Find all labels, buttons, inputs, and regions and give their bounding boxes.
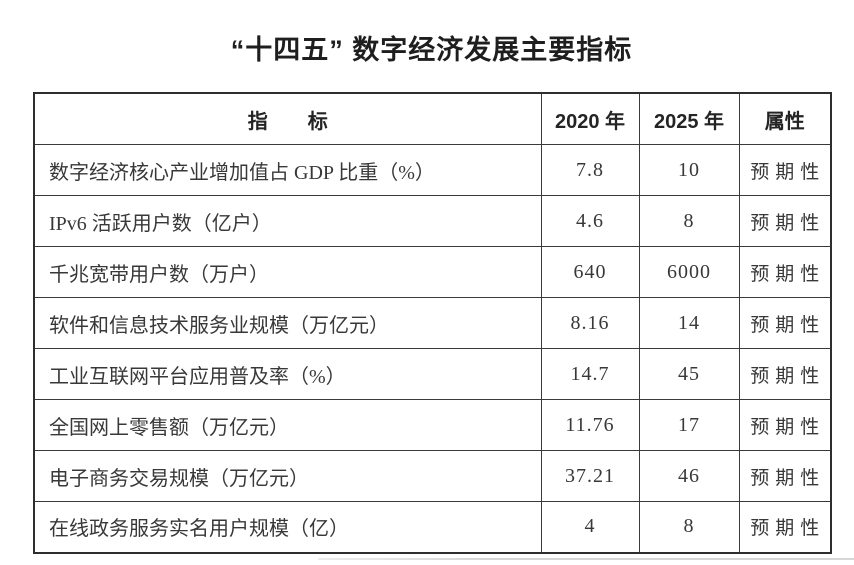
attribute-cell: 预期性 <box>738 450 832 502</box>
table-row: 千兆宽带用户数（万户） 640 6000 预期性 <box>33 246 832 298</box>
value-2020-cell: 14.7 <box>540 348 640 400</box>
value-2025-cell: 8 <box>638 501 740 553</box>
indicator-cell: 全国网上零售额（万亿元） <box>33 399 542 451</box>
indicator-cell: IPv6 活跃用户数（亿户） <box>33 195 542 247</box>
attribute-cell: 预期性 <box>738 297 832 349</box>
value-2025-cell: 8 <box>638 195 740 247</box>
value-2025-cell: 45 <box>638 348 740 400</box>
header-2020: 2020 年 <box>540 92 640 145</box>
scan-artifact-line <box>318 558 854 560</box>
header-2025: 2025 年 <box>638 92 740 145</box>
value-2020-cell: 4 <box>540 501 640 553</box>
header-attribute: 属性 <box>738 92 832 145</box>
value-2020-cell: 4.6 <box>540 195 640 247</box>
table-row: 软件和信息技术服务业规模（万亿元） 8.16 14 预期性 <box>33 297 832 349</box>
table-row: IPv6 活跃用户数（亿户） 4.6 8 预期性 <box>33 195 832 247</box>
indicator-cell: 电子商务交易规模（万亿元） <box>33 450 542 502</box>
indicators-table: 指 标 2020 年 2025 年 属性 数字经济核心产业增加值占 GDP 比重… <box>33 92 832 554</box>
value-2020-cell: 7.8 <box>540 144 640 196</box>
attribute-cell: 预期性 <box>738 501 832 553</box>
table-row: 数字经济核心产业增加值占 GDP 比重（%） 7.8 10 预期性 <box>33 144 832 196</box>
attribute-cell: 预期性 <box>738 399 832 451</box>
table-row: 在线政务服务实名用户规模（亿） 4 8 预期性 <box>33 501 832 553</box>
attribute-cell: 预期性 <box>738 144 832 196</box>
attribute-cell: 预期性 <box>738 348 832 400</box>
indicator-cell: 工业互联网平台应用普及率（%） <box>33 348 542 400</box>
table-row: 全国网上零售额（万亿元） 11.76 17 预期性 <box>33 399 832 451</box>
table-header-row: 指 标 2020 年 2025 年 属性 <box>33 92 832 145</box>
value-2020-cell: 11.76 <box>540 399 640 451</box>
indicator-cell: 在线政务服务实名用户规模（亿） <box>33 501 542 553</box>
value-2020-cell: 8.16 <box>540 297 640 349</box>
indicator-cell: 千兆宽带用户数（万户） <box>33 246 542 298</box>
table-row: 工业互联网平台应用普及率（%） 14.7 45 预期性 <box>33 348 832 400</box>
value-2025-cell: 14 <box>638 297 740 349</box>
value-2025-cell: 6000 <box>638 246 740 298</box>
value-2025-cell: 10 <box>638 144 740 196</box>
page-title: “十四五” 数字经济发展主要指标 <box>230 35 633 65</box>
indicator-cell: 软件和信息技术服务业规模（万亿元） <box>33 297 542 349</box>
header-indicator: 指 标 <box>33 92 542 145</box>
attribute-cell: 预期性 <box>738 195 832 247</box>
value-2020-cell: 640 <box>540 246 640 298</box>
attribute-cell: 预期性 <box>738 246 832 298</box>
value-2025-cell: 17 <box>638 399 740 451</box>
indicator-cell: 数字经济核心产业增加值占 GDP 比重（%） <box>33 144 542 196</box>
value-2025-cell: 46 <box>638 450 740 502</box>
value-2020-cell: 37.21 <box>540 450 640 502</box>
table-row: 电子商务交易规模（万亿元） 37.21 46 预期性 <box>33 450 832 502</box>
